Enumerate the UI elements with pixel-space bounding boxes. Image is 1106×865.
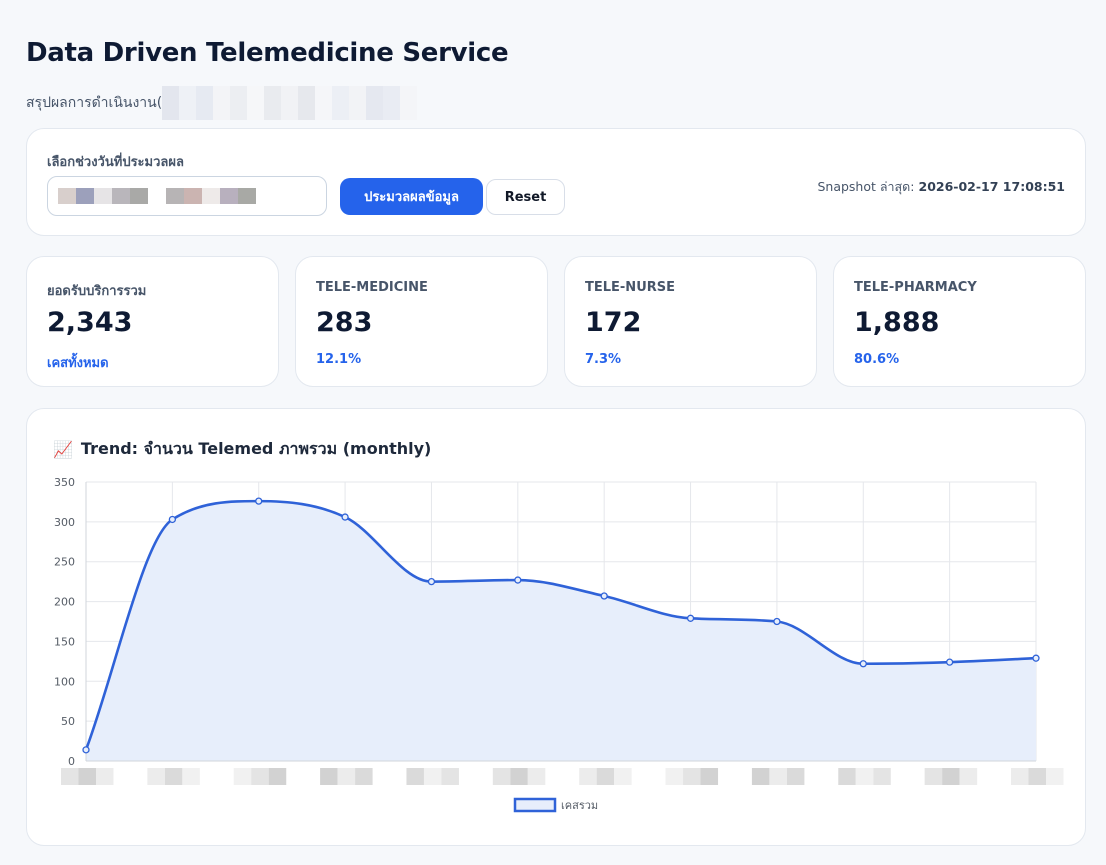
kpi-label: TELE-PHARMACY <box>854 280 977 295</box>
kpi-card-total: ยอดรับบริการรวม 2,343 เคสทั้งหมด <box>26 256 279 387</box>
data-point <box>600 592 608 600</box>
date-range-input[interactable] <box>47 176 327 216</box>
y-tick-label: 300 <box>54 516 75 529</box>
chart-increasing-icon: 📈 <box>53 440 73 459</box>
kpi-value: 2,343 <box>47 307 133 338</box>
chart-title: 📈 Trend: จำนวน Telemed ภาพรวม (monthly) <box>53 437 431 462</box>
x-tick-label-redacted <box>665 768 684 785</box>
x-tick-label-redacted <box>786 768 805 785</box>
x-tick-label-redacted <box>942 768 960 785</box>
x-tick-label-redacted <box>441 768 459 785</box>
x-tick-label-redacted <box>147 768 165 785</box>
x-tick-label-redacted <box>1046 768 1064 785</box>
process-data-button[interactable]: ประมวลผลข้อมูล <box>340 178 483 215</box>
x-tick-label-redacted <box>959 768 978 785</box>
x-tick-label-redacted <box>406 768 424 785</box>
x-tick-label-redacted <box>1011 768 1029 785</box>
kpi-value: 172 <box>585 307 642 338</box>
x-tick-label-redacted <box>683 768 701 785</box>
kpi-sub: เคสทั้งหมด <box>47 356 109 371</box>
x-tick-label-redacted <box>700 768 719 785</box>
data-point <box>427 577 436 586</box>
snapshot-label: Snapshot ล่าสุด: <box>817 179 915 194</box>
kpi-card-tele-nurse: TELE-NURSE 172 7.3% <box>564 256 817 387</box>
y-tick-label: 150 <box>54 635 75 648</box>
y-tick-label: 50 <box>61 715 75 728</box>
trend-chart-card: 0 50 100 150 200 250 300 350 เคสรวม 📈 Trend: จำน… <box>26 408 1086 846</box>
x-tick-label-redacted <box>355 768 373 785</box>
y-tick-label: 100 <box>54 675 75 688</box>
reset-button[interactable]: Reset <box>486 179 565 215</box>
x-tick-label-redacted <box>268 768 287 785</box>
date-range-label: เลือกช่วงวันที่ประมวลผล <box>47 155 184 170</box>
data-point <box>773 617 781 626</box>
kpi-label: ยอดรับบริการรวม <box>47 284 147 299</box>
data-point <box>859 660 867 668</box>
kpi-sub: 7.3% <box>585 352 622 367</box>
x-tick-label-redacted <box>751 768 770 785</box>
chart-title-text: Trend: จำนวน Telemed ภาพรวม (monthly) <box>80 439 432 458</box>
x-tick-label-redacted <box>61 768 79 785</box>
subtitle-row: สรุปผลการดำเนินงาน( <box>26 86 418 120</box>
legend-label: เคสรวม <box>561 799 598 812</box>
x-tick-label-redacted <box>320 768 338 785</box>
x-tick-label-redacted <box>855 768 874 785</box>
series-area <box>86 501 1036 761</box>
data-point <box>255 497 263 505</box>
x-tick-label-redacted <box>251 768 269 785</box>
snapshot-info: Snapshot ล่าสุด: 2026-02-17 17:08:51 <box>817 177 1065 197</box>
x-tick-label-redacted <box>614 768 632 785</box>
snapshot-timestamp: 2026-02-17 17:08:51 <box>918 179 1066 194</box>
kpi-label: TELE-NURSE <box>585 280 675 295</box>
x-tick-label-redacted <box>873 768 891 785</box>
trend-chart: 0 50 100 150 200 250 300 350 เคสรวม <box>54 476 1064 813</box>
data-point <box>945 658 954 666</box>
data-point <box>514 576 522 584</box>
x-tick-label-redacted <box>769 768 787 785</box>
kpi-value: 1,888 <box>854 307 940 338</box>
kpi-value: 283 <box>316 307 373 338</box>
x-tick-label-redacted <box>1028 768 1046 785</box>
x-tick-label-redacted <box>164 768 183 785</box>
page-subtitle: สรุปผลการดำเนินงาน( <box>26 95 163 111</box>
legend-swatch <box>513 797 557 813</box>
x-tick-label-redacted <box>596 768 615 785</box>
y-tick-label: 200 <box>54 596 75 609</box>
kpi-card-tele-pharmacy: TELE-PHARMACY 1,888 80.6% <box>833 256 1086 387</box>
x-tick-label-redacted <box>924 768 943 785</box>
x-tick-label-redacted <box>233 768 252 785</box>
x-tick-label-redacted <box>96 768 114 785</box>
redacted-date-value <box>58 188 256 204</box>
page-title: Data Driven Telemedicine Service <box>26 38 509 68</box>
x-tick-label-redacted <box>78 768 96 785</box>
kpi-sub: 80.6% <box>854 352 900 367</box>
kpi-sub: 12.1% <box>316 352 362 367</box>
data-point <box>168 515 177 524</box>
kpi-label: TELE-MEDICINE <box>316 280 428 295</box>
data-point <box>686 614 695 622</box>
y-tick-label: 250 <box>54 556 75 569</box>
filter-card: เลือกช่วงวันที่ประมวลผล ประมวลผลข้อมูล R… <box>26 128 1086 236</box>
x-tick-label-redacted <box>579 768 597 785</box>
data-point <box>1032 654 1040 662</box>
x-tick-label-redacted <box>527 768 546 785</box>
y-tick-label: 350 <box>54 476 75 489</box>
x-tick-label-redacted <box>182 768 200 785</box>
redacted-date-range <box>162 86 418 120</box>
data-point <box>82 746 90 754</box>
x-tick-label-redacted <box>838 768 856 785</box>
x-tick-label-redacted <box>423 768 442 785</box>
data-point <box>341 513 349 521</box>
x-tick-label-redacted <box>510 768 528 785</box>
y-tick-label: 0 <box>68 755 75 768</box>
x-tick-label-redacted <box>337 768 356 785</box>
x-tick-label-redacted <box>492 768 511 785</box>
kpi-card-tele-medicine: TELE-MEDICINE 283 12.1% <box>295 256 548 387</box>
